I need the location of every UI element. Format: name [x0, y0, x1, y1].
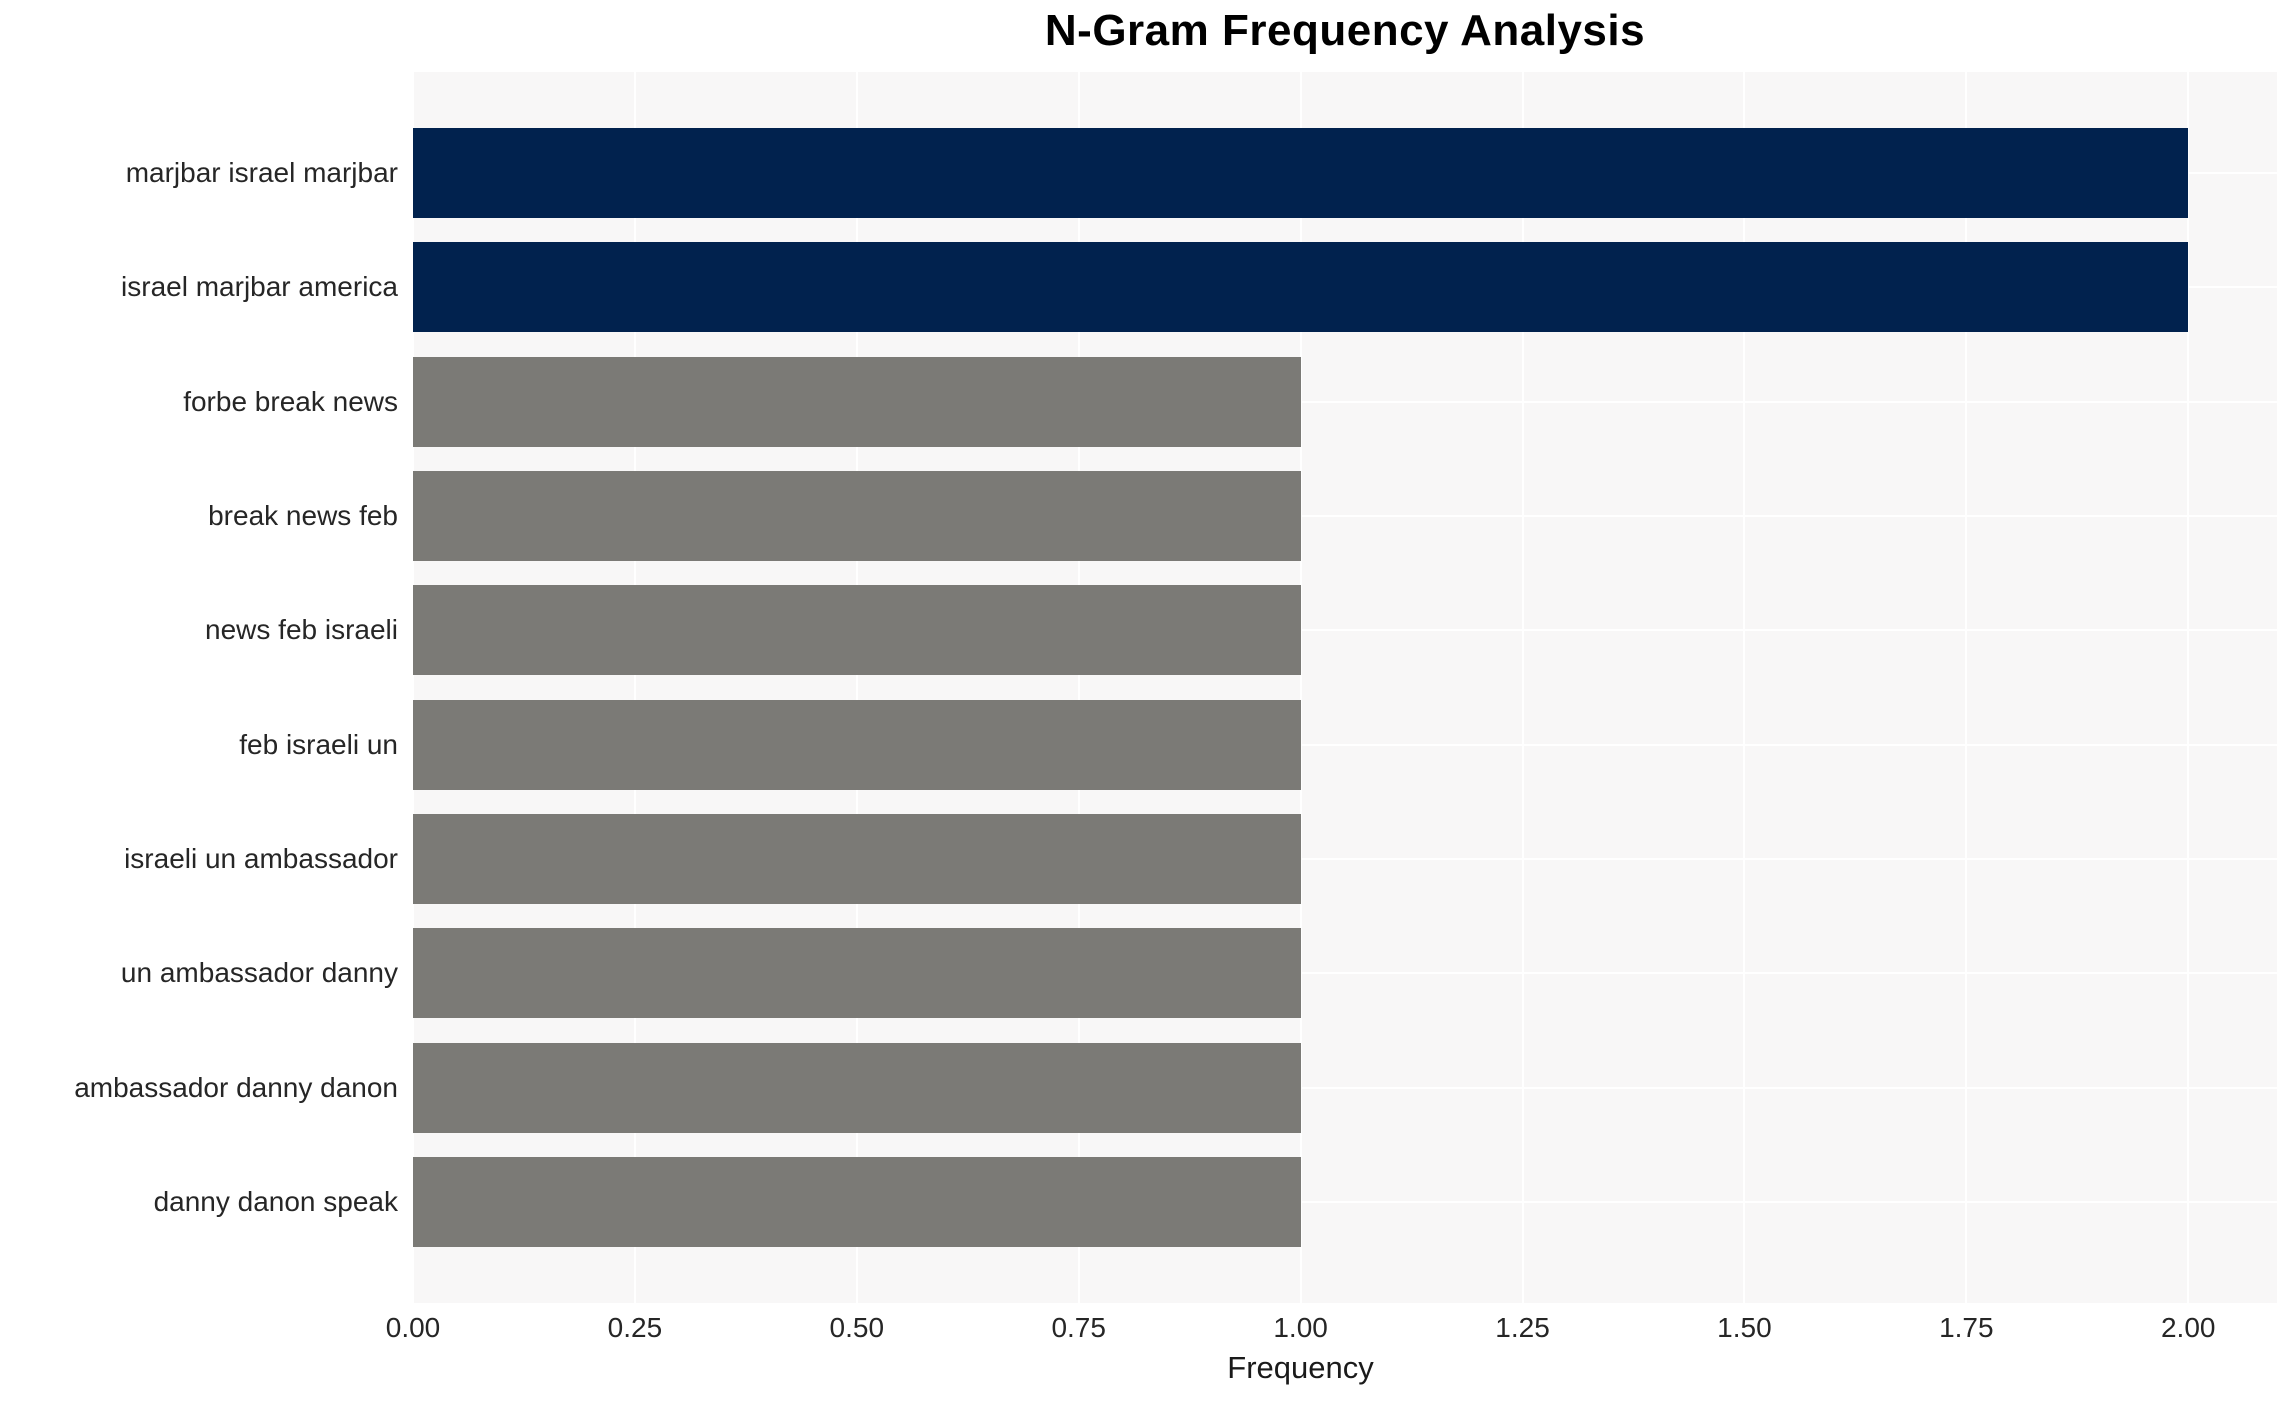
bar — [413, 242, 2189, 333]
x-gridline — [1965, 72, 1968, 1303]
y-gridline — [413, 629, 2277, 632]
x-tick-label: 0.75 — [1051, 1312, 1106, 1343]
y-tick-label: danny danon speak — [153, 1186, 398, 1217]
y-gridline — [413, 515, 2277, 517]
y-gridline — [413, 743, 2277, 746]
x-tick-label: 2.00 — [2160, 1312, 2216, 1343]
x-gridline — [1521, 72, 1524, 1303]
bar — [413, 128, 2189, 218]
x-gridline — [412, 72, 414, 1303]
x-tick-label: 1.75 — [1939, 1312, 1994, 1343]
y-gridline — [413, 400, 2277, 403]
y-tick-label: un ambassador danny — [120, 957, 398, 989]
bar — [413, 585, 1301, 676]
y-tick-label: news feb israeli — [205, 614, 398, 646]
x-tick-label: 0.25 — [607, 1312, 663, 1343]
y-tick-label: ambassador danny danon — [74, 1071, 398, 1103]
x-tick-label: 0.50 — [829, 1312, 885, 1343]
x-gridline — [1743, 72, 1746, 1303]
x-gridline — [1299, 72, 1302, 1303]
x-tick-label: 1.25 — [1495, 1312, 1550, 1343]
y-gridline — [413, 1086, 2277, 1089]
bar — [413, 1042, 1301, 1133]
x-gridline — [633, 72, 636, 1303]
chart-title: N-Gram Frequency Analysis — [1044, 6, 1646, 55]
bar — [413, 356, 1301, 447]
y-gridline — [413, 858, 2277, 860]
y-gridline — [413, 972, 2277, 975]
bar — [413, 928, 1301, 1019]
plot-area — [412, 72, 2277, 1303]
x-tick-label: 1.50 — [1717, 1312, 1772, 1343]
x-axis-title: Frequency — [1227, 1350, 1374, 1385]
x-gridline — [2187, 72, 2190, 1303]
x-tick-label: 0.00 — [385, 1312, 441, 1343]
y-tick-label: marjbar israel marjbar — [125, 157, 398, 188]
y-tick-label: israel marjbar america — [121, 271, 398, 303]
y-tick-label: forbe break news — [183, 385, 398, 417]
bar — [413, 814, 1301, 904]
y-tick-label: break news feb — [208, 500, 398, 531]
bar — [413, 471, 1301, 561]
bar — [413, 699, 1301, 790]
x-gridline — [1077, 72, 1080, 1303]
y-gridline — [413, 1201, 2277, 1203]
y-tick-label: israeli un ambassador — [124, 843, 398, 874]
x-tick-label: 1.00 — [1273, 1312, 1328, 1343]
x-gridline — [855, 72, 858, 1303]
bar — [413, 1157, 1301, 1247]
y-tick-label: feb israeli un — [239, 728, 398, 760]
